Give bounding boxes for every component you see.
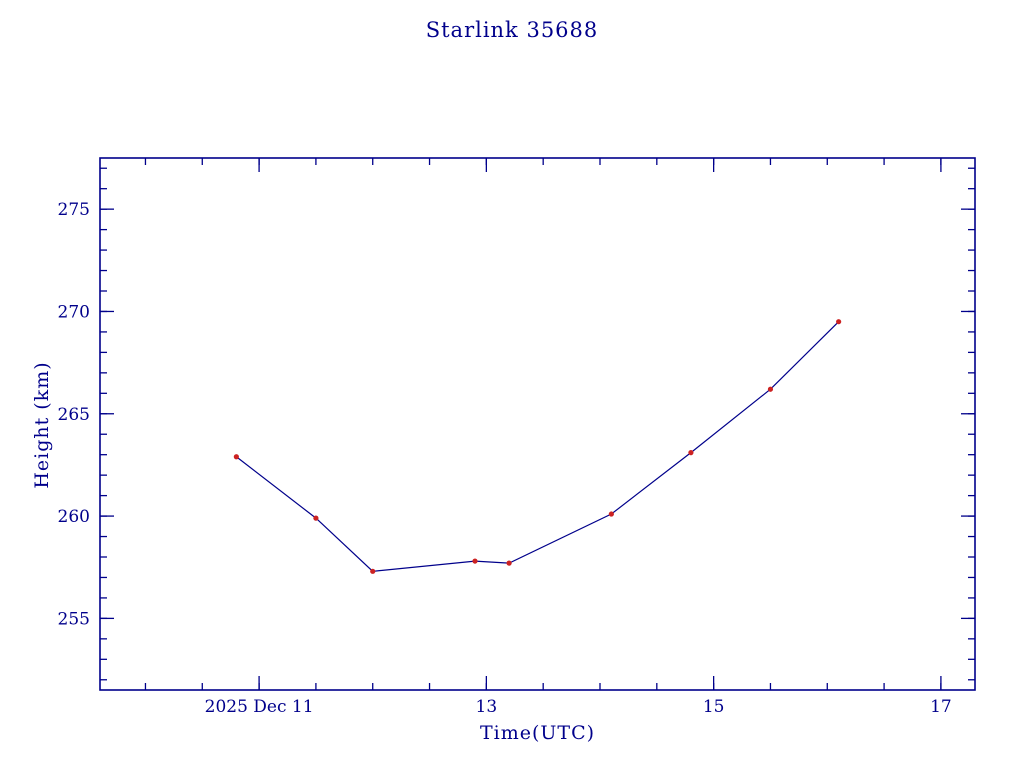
x-tick-label: 2025 Dec 11: [205, 697, 314, 717]
data-point: [233, 454, 239, 460]
data-point: [506, 560, 512, 566]
y-tick-label: 255: [58, 609, 90, 629]
y-tick-label: 265: [58, 405, 90, 425]
data-point: [608, 511, 614, 517]
data-point: [836, 319, 842, 325]
plot-border: [99, 157, 976, 691]
x-tick-label: 13: [476, 697, 498, 717]
data-point: [767, 386, 774, 392]
chart-title: Starlink 35688: [425, 18, 599, 42]
x-tick-label: 15: [703, 697, 725, 717]
x-axis-label: Time(UTC): [479, 722, 596, 744]
data-point: [472, 558, 478, 564]
y-tick-label: 260: [58, 507, 90, 527]
data-point: [370, 568, 376, 574]
y-tick-label: 270: [58, 302, 90, 322]
data-point: [688, 450, 694, 456]
y-tick-label: 275: [58, 200, 90, 220]
data-line: [235, 321, 840, 572]
data-point: [313, 515, 319, 521]
x-tick-label: 17: [930, 697, 952, 717]
